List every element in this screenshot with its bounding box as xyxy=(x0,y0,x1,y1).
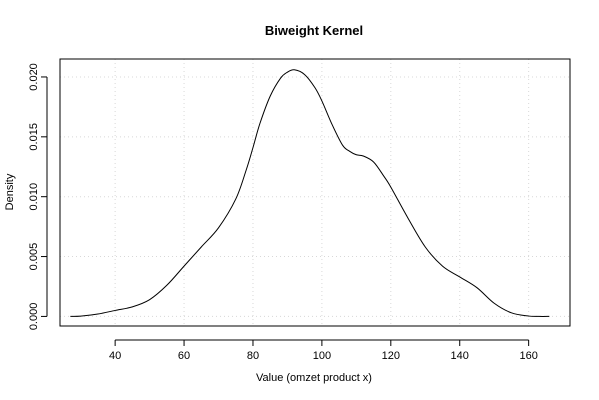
x-tick-label-1: 60 xyxy=(178,350,190,362)
x-tick-label-3: 100 xyxy=(313,350,331,362)
x-tick-label-0: 40 xyxy=(109,350,121,362)
y-tick-label-2: 0.010 xyxy=(28,183,40,211)
x-tick-label-6: 160 xyxy=(519,350,537,362)
x-tick-label-5: 140 xyxy=(451,350,469,362)
y-tick-label-1: 0.005 xyxy=(28,243,40,271)
grid xyxy=(60,59,570,326)
y-tick-label-3: 0.015 xyxy=(28,123,40,151)
x-axis: 40 60 80 100 120 140 160 xyxy=(109,339,538,362)
density-curve-0 xyxy=(70,69,550,317)
x-tick-label-2: 80 xyxy=(247,350,259,362)
y-axis-label: Density xyxy=(4,173,16,210)
chart-title: Biweight Kernel xyxy=(265,23,363,38)
x-tick-label-4: 120 xyxy=(382,350,400,362)
x-axis-label: Value (omzet product x) xyxy=(256,372,372,384)
series-layer xyxy=(70,69,550,317)
plot-frame xyxy=(59,58,571,327)
y-tick-label-0: 0.000 xyxy=(28,303,40,331)
y-tick-label-4: 0.020 xyxy=(28,63,40,91)
y-axis: 0.000 0.005 0.010 0.015 0.020 xyxy=(28,63,48,331)
